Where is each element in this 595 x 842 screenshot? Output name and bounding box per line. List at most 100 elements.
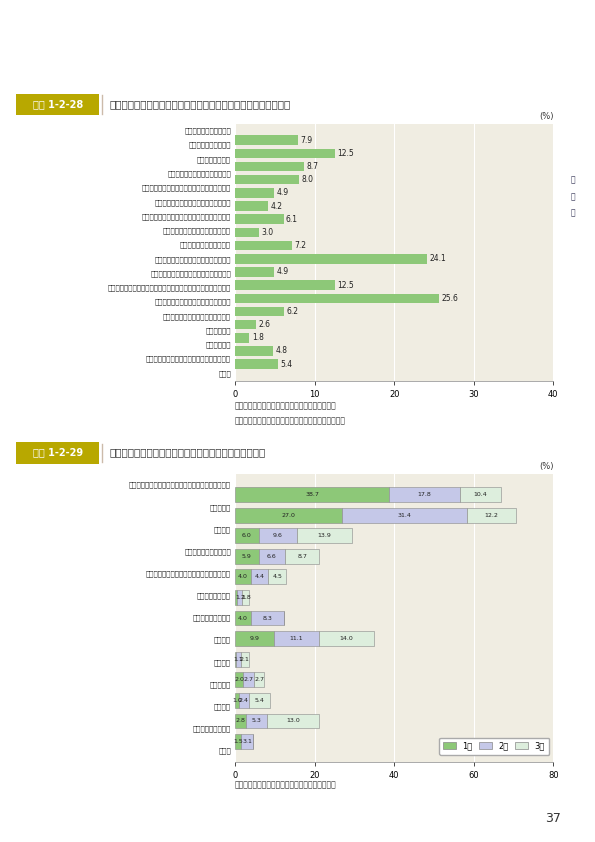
Bar xyxy=(235,306,284,317)
Text: 6.2: 6.2 xyxy=(287,307,299,316)
Text: 31.4: 31.4 xyxy=(398,513,412,518)
Text: 10.4: 10.4 xyxy=(474,492,487,497)
Text: 注：「親世帯」には「配偶者の親の世帯」を含む。: 注：「親世帯」には「配偶者の親の世帯」を含む。 xyxy=(235,417,346,426)
Bar xyxy=(235,333,249,343)
Text: 立ち退き要求: 立ち退き要求 xyxy=(205,328,231,334)
Bar xyxy=(251,610,284,626)
Text: 子世帯との同居に対応する（二世帯住宅含む）: 子世帯との同居に対応する（二世帯住宅含む） xyxy=(142,213,231,220)
Text: その他: その他 xyxy=(218,370,231,376)
Text: 8.0: 8.0 xyxy=(301,175,313,184)
Text: 3.0: 3.0 xyxy=(261,228,274,237)
Bar xyxy=(235,254,427,264)
Text: 11.1: 11.1 xyxy=(290,636,303,641)
Bar xyxy=(297,528,352,543)
Bar xyxy=(468,508,516,523)
Bar xyxy=(16,442,99,464)
Text: 1.5: 1.5 xyxy=(233,739,243,744)
Text: 17.8: 17.8 xyxy=(418,492,431,497)
Text: 5.3: 5.3 xyxy=(252,718,262,723)
Text: 住宅や庭等の維持管理を容易にする: 住宅や庭等の維持管理を容易にする xyxy=(163,313,231,320)
Text: 親から家を相続したり、譲り受ける: 親から家を相続したり、譲り受ける xyxy=(163,227,231,234)
Text: 12.5: 12.5 xyxy=(337,149,353,157)
Text: 4.4: 4.4 xyxy=(255,574,265,579)
Text: 13.9: 13.9 xyxy=(318,533,331,538)
Bar xyxy=(235,227,259,237)
Bar xyxy=(240,652,249,667)
Text: 商業施設: 商業施設 xyxy=(214,703,231,710)
Text: 1.8: 1.8 xyxy=(241,595,250,600)
Text: 3.1: 3.1 xyxy=(242,739,252,744)
Text: 1.8: 1.8 xyxy=(252,333,264,343)
Text: 7.2: 7.2 xyxy=(295,241,306,250)
Text: 資料：国土交通省「居住地域に関する意識調査」: 資料：国土交通省「居住地域に関する意識調査」 xyxy=(235,402,337,411)
Bar xyxy=(235,188,274,198)
Text: 子世帯などへ家を譲渡する: 子世帯などへ家を譲渡する xyxy=(180,242,231,248)
Bar xyxy=(235,673,243,687)
Bar xyxy=(241,734,253,749)
Text: 9.6: 9.6 xyxy=(273,533,283,538)
Text: 6.1: 6.1 xyxy=(286,215,298,224)
Text: 12.5: 12.5 xyxy=(337,280,353,290)
Bar xyxy=(259,528,297,543)
Text: 4.9: 4.9 xyxy=(277,189,289,197)
Text: 2.7: 2.7 xyxy=(254,677,264,682)
Text: 12.2: 12.2 xyxy=(485,513,499,518)
Text: 4.0: 4.0 xyxy=(238,616,248,621)
Text: 福祉環境（医療施設等）: 福祉環境（医療施設等） xyxy=(184,548,231,555)
Bar xyxy=(235,136,298,145)
Text: 4.0: 4.0 xyxy=(238,574,248,579)
Bar xyxy=(235,215,284,224)
Bar xyxy=(242,590,249,605)
Text: 37: 37 xyxy=(546,813,561,825)
Bar xyxy=(235,713,246,728)
Text: 7.9: 7.9 xyxy=(300,136,312,145)
Text: 2.8: 2.8 xyxy=(236,718,246,723)
Bar xyxy=(267,713,319,728)
Bar xyxy=(235,241,292,250)
Text: 資料：国土交通省「居住地域に関する意識調査」: 資料：国土交通省「居住地域に関する意識調査」 xyxy=(235,781,337,790)
Bar xyxy=(235,569,251,584)
Text: 住宅の質（広さや設備など）を良くする: 住宅の質（広さや設備など）を良くする xyxy=(155,256,231,263)
Text: 居住地の選択時に重視する事項（上位３つを順に選択）: 居住地の選択時に重視する事項（上位３つを順に選択） xyxy=(109,448,265,457)
Bar xyxy=(460,488,501,502)
Bar xyxy=(235,280,334,290)
Bar xyxy=(318,632,374,646)
Text: 地域活動の活発性: 地域活動の活発性 xyxy=(197,593,231,600)
Bar xyxy=(235,508,343,523)
Text: 5.9: 5.9 xyxy=(242,554,252,559)
Bar xyxy=(237,590,242,605)
Bar xyxy=(235,175,299,184)
Bar xyxy=(235,528,259,543)
Text: 4.5: 4.5 xyxy=(273,574,283,579)
Text: 6.6: 6.6 xyxy=(267,554,277,559)
Text: 8.7: 8.7 xyxy=(297,554,307,559)
Text: 2.4: 2.4 xyxy=(239,698,249,703)
Bar xyxy=(235,201,268,210)
Bar xyxy=(389,488,460,502)
Text: 13.0: 13.0 xyxy=(286,718,300,723)
Text: 図表 1-2-28: 図表 1-2-28 xyxy=(33,99,83,109)
Bar xyxy=(285,549,320,563)
Text: 転勤や転職に対応する: 転勤や転職に対応する xyxy=(189,141,231,148)
Text: 高齢期にもすみやすい住宅・環境にする: 高齢期にもすみやすい住宅・環境にする xyxy=(155,299,231,306)
Text: 1.0: 1.0 xyxy=(232,698,242,703)
Bar xyxy=(268,569,286,584)
Text: 27.0: 27.0 xyxy=(282,513,296,518)
Bar xyxy=(235,267,274,277)
Text: 6.0: 6.0 xyxy=(242,533,252,538)
Bar xyxy=(236,652,240,667)
Text: 自分が就職をする: 自分が就職をする xyxy=(197,156,231,163)
Text: 2.6: 2.6 xyxy=(258,320,270,329)
Text: 部: 部 xyxy=(571,209,575,217)
Text: 治安状態: 治安状態 xyxy=(214,526,231,533)
Text: ローン、家賃などの住居費負担を軽減する: ローン、家賃などの住居費負担を軽減する xyxy=(150,270,231,277)
Bar xyxy=(235,320,256,329)
Bar xyxy=(235,693,239,708)
Bar xyxy=(235,549,258,563)
Bar xyxy=(343,508,468,523)
Text: 2.0: 2.0 xyxy=(234,677,244,682)
Text: 自分の子供の誕生や成長に備える: 自分の子供の誕生や成長に備える xyxy=(167,170,231,177)
Bar xyxy=(243,673,253,687)
Text: 24.1: 24.1 xyxy=(429,254,446,264)
Text: 1.1: 1.1 xyxy=(233,657,243,662)
